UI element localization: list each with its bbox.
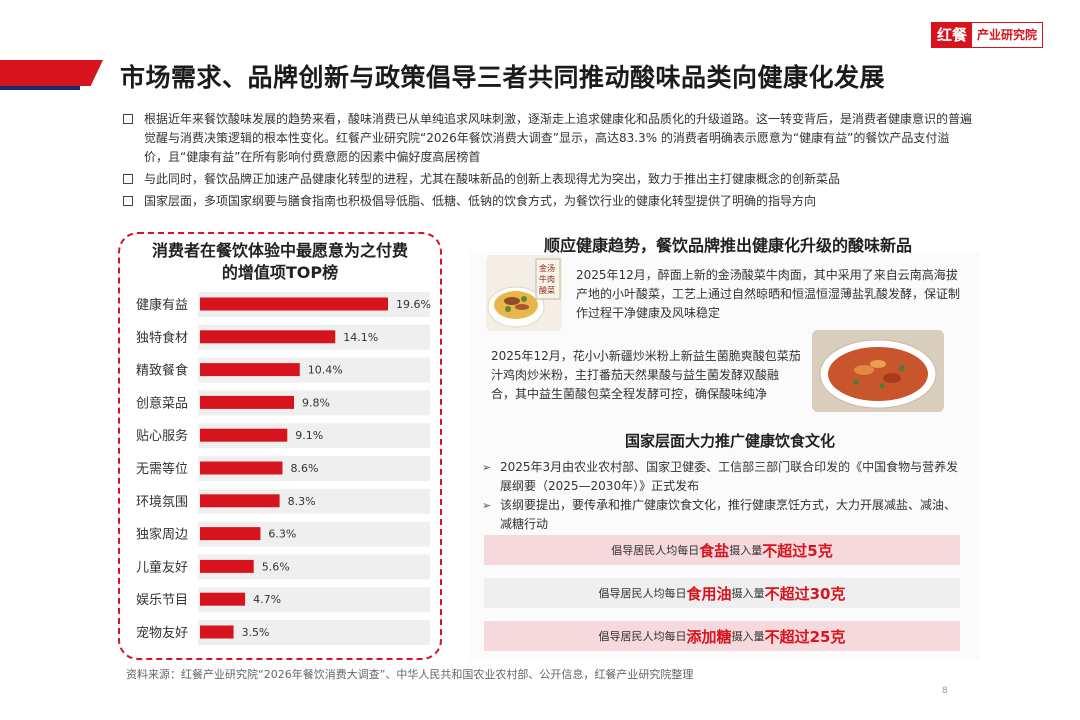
pill-limit: 不超过25克 (764, 627, 846, 646)
logo-sub-text: 产业研究院 (972, 23, 1043, 47)
bar (200, 330, 336, 344)
pill-prefix: 倡导居民人均每日 (598, 587, 687, 600)
value-label: 6.3% (268, 528, 296, 541)
bullet-text: 国家层面，多项国家纲要与膳食指南也积极倡导低脂、低糖、低钠的饮食方式，为餐饮行业… (144, 194, 817, 208)
svg-text:酸菜: 酸菜 (539, 285, 555, 295)
svg-text:金汤: 金汤 (539, 263, 555, 273)
arrow-right-icon: ➢ (482, 461, 492, 474)
square-bullet-icon (123, 114, 133, 124)
bar-chart: 健康有益 19.6% 独特食材 14.1% 精致餐食 10.4% 创意菜品 9.8% 贴心服务 9… (136, 292, 431, 645)
chart-title: 消费者在餐饮体验中最愿意为之付费 的增值项TOP榜 (120, 240, 440, 284)
category-label: 贴心服务 (136, 428, 188, 444)
section1-title: 顺应健康趋势，餐饮品牌推出健康化升级的酸味新品 (543, 236, 912, 255)
bar (200, 428, 288, 442)
category-label: 儿童友好 (136, 559, 188, 575)
noodle-photo: 金汤 牛肉 酸菜 (486, 255, 562, 331)
title-accent-bar (0, 60, 103, 86)
chart-row-band (198, 620, 430, 645)
bar (200, 592, 246, 606)
bullet-item: 国家层面，多项国家纲要与膳食指南也积极倡导低脂、低糖、低钠的饮食方式，为餐饮行业… (123, 192, 973, 211)
source-note: 资料来源：红餐产业研究院“2026年餐饮消费大调查”、中华人民共和国农业农村部、… (126, 668, 694, 681)
bar (200, 625, 234, 639)
pill-keyword: 添加糖 (686, 627, 732, 646)
chart-panel: 消费者在餐饮体验中最愿意为之付费 的增值项TOP榜 健康有益 19.6% 独特食材 1… (118, 232, 442, 660)
pill-keyword: 食盐 (699, 541, 730, 560)
logo-main-text: 红餐 (932, 23, 973, 47)
category-label: 健康有益 (136, 297, 188, 313)
value-label: 14.1% (343, 331, 378, 344)
value-label: 3.5% (242, 626, 270, 639)
category-label: 独特食材 (136, 330, 188, 346)
pill-keyword: 食用油 (686, 584, 732, 603)
brand-logo: 红餐 产业研究院 (931, 22, 1044, 48)
bullet-item: 与此同时，餐饮品牌正加速产品健康化转型的进程，尤其在酸味新品的创新上表现得尤为突… (123, 170, 973, 189)
value-label: 8.6% (290, 462, 318, 475)
category-label: 环境氛围 (136, 495, 188, 510)
bar (200, 297, 388, 311)
square-bullet-icon (123, 196, 133, 206)
salt-guideline-pill: 倡导居民人均每日 食盐 摄入量 不超过5克 (484, 535, 960, 565)
chart-title-line2: 的增值项TOP榜 (221, 263, 339, 282)
bar (200, 461, 283, 475)
bullet-text: 根据近年来餐饮酸味发展的趋势来看，酸味消费已从单纯追求风味刺激，逐渐走上追求健康… (144, 112, 973, 164)
category-label: 娱乐节目 (136, 593, 188, 608)
value-label: 5.6% (262, 560, 290, 573)
policy-text: 该纲要提出，要传承和推广健康饮食文化，推行健康烹饪方式，大力开展减盐、减油、减糖… (500, 498, 957, 531)
bar (200, 559, 254, 573)
page-number: 8 (942, 686, 948, 696)
bullet-text: 与此同时，餐饮品牌正加速产品健康化转型的进程，尤其在酸味新品的创新上表现得尤为突… (144, 172, 841, 186)
value-label: 19.6% (396, 298, 431, 311)
pill-middle: 摄入量 (731, 630, 765, 643)
pill-prefix: 倡导居民人均每日 (598, 630, 687, 643)
square-bullet-icon (123, 174, 133, 184)
bullet-list: 根据近年来餐饮酸味发展的趋势来看，酸味消费已从单纯追求风味刺激，逐渐走上追求健康… (123, 110, 973, 214)
policy-item: ➢ 2025年3月由农业农村部、国家卫健委、工信部三部门联合印发的《中国食物与营… (482, 458, 962, 496)
arrow-right-icon: ➢ (482, 499, 492, 512)
value-label: 9.1% (295, 429, 323, 442)
pill-prefix: 倡导居民人均每日 (611, 544, 700, 557)
policy-item: ➢ 该纲要提出，要传承和推广健康饮食文化，推行健康烹饪方式，大力开展减盐、减油、… (482, 496, 962, 534)
value-label: 8.3% (288, 495, 316, 508)
pill-limit: 不超过5克 (762, 541, 833, 560)
bar (200, 527, 261, 541)
value-label: 4.7% (253, 593, 281, 606)
rice-noodle-photo (812, 330, 944, 412)
svg-text:牛肉: 牛肉 (539, 274, 555, 284)
item1-text: 2025年12月，醉面上新的金汤酸菜牛肉面，其中采用了来自云南高海拔产地的小叶酸… (576, 268, 961, 320)
item2-text: 2025年12月，花小小新疆炒米粉上新益生菌脆爽酸包菜茄汁鸡肉炒米粉，主打番茄天… (491, 349, 801, 401)
chart-title-line1: 消费者在餐饮体验中最愿意为之付费 (151, 241, 408, 260)
value-label: 9.8% (302, 396, 330, 409)
title-accent-underline (0, 86, 80, 90)
category-label: 独家周边 (136, 527, 188, 543)
page-title: 市场需求、品牌创新与政策倡导三者共同推动酸味品类向健康化发展 (120, 63, 886, 92)
category-label: 精致餐食 (136, 363, 188, 379)
sugar-guideline-pill: 倡导居民人均每日 添加糖 摄入量 不超过25克 (484, 621, 960, 651)
bar (200, 494, 280, 508)
section2-title: 国家层面大力推广健康饮食文化 (624, 432, 835, 450)
oil-guideline-pill: 倡导居民人均每日 食用油 摄入量 不超过30克 (484, 578, 960, 608)
bullet-item: 根据近年来餐饮酸味发展的趋势来看，酸味消费已从单纯追求风味刺激，逐渐走上追求健康… (123, 110, 973, 167)
bar (200, 395, 294, 409)
category-label: 无需等位 (136, 461, 188, 477)
bar (200, 363, 300, 377)
category-label: 宠物友好 (136, 625, 188, 641)
pill-middle: 摄入量 (729, 544, 763, 557)
value-label: 10.4% (308, 364, 343, 377)
policy-list: ➢ 2025年3月由农业农村部、国家卫健委、工信部三部门联合印发的《中国食物与营… (482, 458, 962, 534)
pill-middle: 摄入量 (731, 587, 765, 600)
category-label: 创意菜品 (136, 395, 188, 411)
policy-text: 2025年3月由农业农村部、国家卫健委、工信部三部门联合印发的《中国食物与营养发… (500, 460, 959, 493)
pill-limit: 不超过30克 (764, 584, 846, 603)
